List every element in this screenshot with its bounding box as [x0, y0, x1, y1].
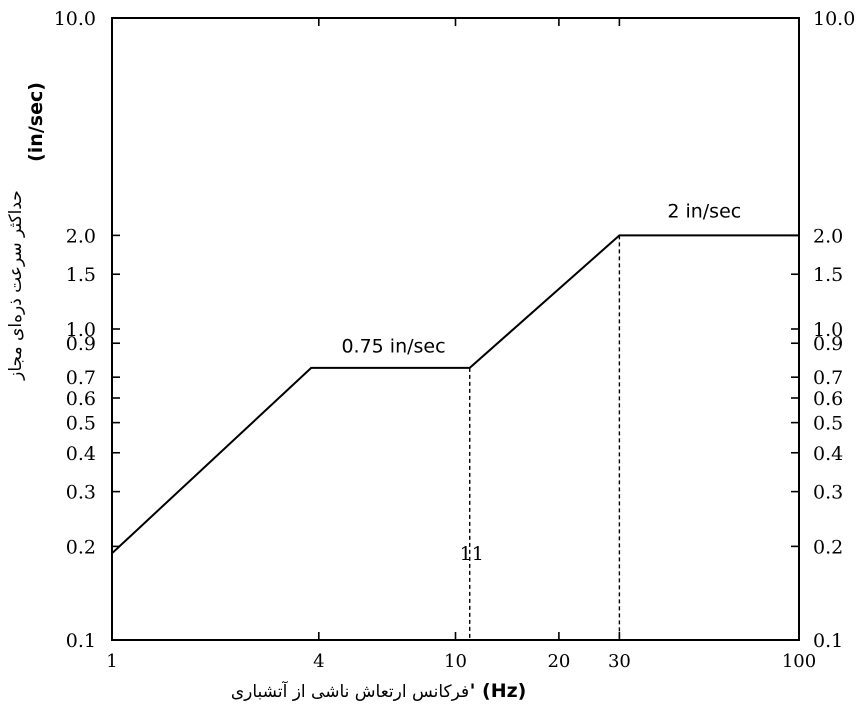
y-tick-label-right: 0.1: [813, 630, 843, 652]
y-tick-label-right: 2.0: [813, 225, 843, 247]
y-tick-label-left: 1.0: [66, 319, 96, 341]
y-tick-label-left: 0.3: [66, 482, 96, 504]
x-tick-label: 10: [444, 651, 467, 672]
y-tick-label-left: 0.5: [66, 413, 96, 435]
reference-line-label: 11: [460, 543, 484, 565]
y-tick-label-left: 0.2: [66, 536, 96, 558]
y-tick-label-right: 0.7: [813, 367, 843, 389]
y-axis-title: حداکثر سرعت ذره‌ای مجاز: [6, 190, 26, 381]
y-tick-label-left: 1.5: [66, 264, 96, 286]
plot-frame: [111, 17, 800, 641]
label-layer: 0.10.20.30.40.50.60.70.91.01.52.010.00.1…: [54, 8, 856, 672]
y-tick-label-right: 0.9: [813, 333, 843, 355]
y-tick-label-right: 10.0: [813, 8, 855, 30]
x-tick-label: 100: [782, 651, 816, 672]
x-axis-title: فرکانس ارتعاش ناشی از آتشباری: [231, 680, 469, 702]
y-tick-label-right: 0.5: [813, 413, 843, 435]
y-tick-label-left: 0.4: [66, 443, 96, 465]
y-tick-label-left: 0.1: [66, 630, 96, 652]
annotation-label: 2 in/sec: [667, 201, 741, 223]
y-tick-label-left: 10.0: [54, 8, 96, 30]
x-tick-label: 1: [106, 651, 117, 672]
y-tick-label-right: 0.4: [813, 443, 843, 465]
x-tick-label: 4: [313, 651, 324, 672]
tick-layer: [111, 17, 800, 641]
y-tick-label-right: 0.3: [813, 482, 843, 504]
series-layer: [111, 234, 799, 555]
x-axis-unit: ' (Hz): [470, 680, 527, 702]
x-tick-label: 30: [608, 651, 631, 672]
y-tick-label-left: 2.0: [66, 225, 96, 247]
y-tick-label-left: 0.6: [66, 388, 96, 410]
x-tick-label: 20: [547, 651, 570, 672]
y-tick-label-right: 1.5: [813, 264, 843, 286]
y-tick-label-right: 0.6: [813, 388, 843, 410]
y-axis-unit: (in/sec): [25, 82, 47, 162]
y-tick-label-right: 0.2: [813, 536, 843, 558]
series-line: [111, 234, 799, 555]
y-tick-label-left: 0.9: [66, 333, 96, 355]
y-tick-label-left: 0.7: [66, 367, 96, 389]
y-tick-label-right: 1.0: [813, 319, 843, 341]
reference-line-layer: [469, 235, 621, 640]
annotation-label: 0.75 in/sec: [341, 336, 445, 358]
